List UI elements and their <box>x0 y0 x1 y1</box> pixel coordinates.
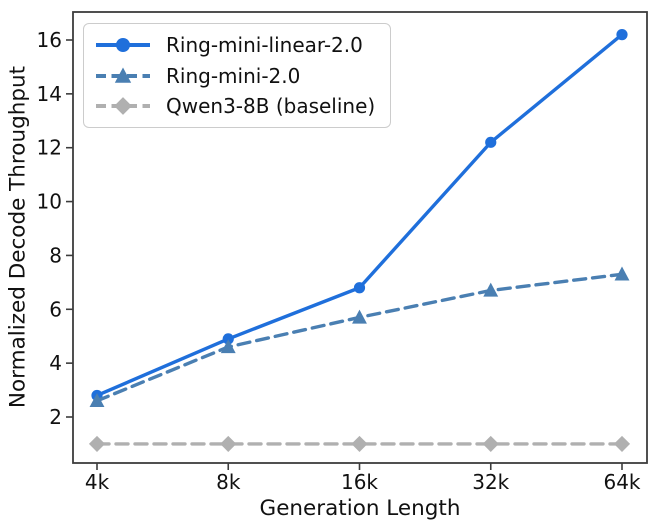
series-marker-ring-mini-2-0 <box>89 393 105 408</box>
y-axis-ticks: 2 4 6 8 10 12 14 16 <box>37 28 73 429</box>
series-marker-ring-mini-linear-2-0 <box>222 333 234 345</box>
x-tick-label: 64k <box>603 470 640 494</box>
legend-item-qwen3-8b-baseline: Qwen3-8B (baseline) <box>94 92 380 120</box>
legend-marker <box>114 67 132 83</box>
x-tick-label: 16k <box>341 470 378 494</box>
legend-item-ring-mini-2-0: Ring-mini-2.0 <box>94 62 380 90</box>
legend-marker <box>114 97 132 115</box>
series-marker-ring-mini-2-0 <box>483 282 499 297</box>
legend-sample-diamond-icon <box>96 97 150 115</box>
x-tick-label: 8k <box>216 470 241 494</box>
series-marker-qwen3-8b-baseline <box>482 435 499 452</box>
series-marker-ring-mini-2-0 <box>220 339 236 354</box>
chart-legend: Ring-mini-linear-2.0 Ring-mini-2.0 Qwen3-8… <box>83 23 391 128</box>
series-marker-qwen3-8b-baseline <box>220 435 237 452</box>
series-marker-ring-mini-linear-2-0 <box>353 282 366 294</box>
y-tick-label: 10 <box>37 190 62 214</box>
series-qwen3-8b-baseline <box>88 435 631 452</box>
x-tick-label: 32k <box>472 470 509 494</box>
legend-label: Ring-mini-linear-2.0 <box>166 33 363 57</box>
series-marker-qwen3-8b-baseline <box>351 435 368 452</box>
y-tick-label: 6 <box>49 297 62 321</box>
y-tick-label: 16 <box>37 28 62 52</box>
series-marker-ring-mini-2-0 <box>614 266 630 281</box>
series-marker-qwen3-8b-baseline <box>88 435 106 452</box>
x-axis-label: Generation Length <box>259 496 461 521</box>
y-tick-label: 8 <box>49 243 62 267</box>
series-marker-ring-mini-linear-2-0 <box>485 136 497 148</box>
y-tick-label: 2 <box>49 405 62 429</box>
y-tick-label: 12 <box>37 136 62 160</box>
series-marker-ring-mini-linear-2-0 <box>616 29 628 41</box>
y-axis-label: Normalized Decode Throughput <box>5 65 31 409</box>
x-tick-label: 4k <box>85 470 110 494</box>
legend-item-ring-mini-linear-2-0: Ring-mini-linear-2.0 <box>94 31 380 59</box>
series-marker-qwen3-8b-baseline <box>613 435 631 452</box>
legend-marker <box>116 38 130 52</box>
y-tick-label: 4 <box>49 351 62 375</box>
series-marker-ring-mini-2-0 <box>352 309 367 324</box>
legend-sample-triangle-icon <box>96 67 150 83</box>
series-ring-mini-2-0 <box>89 266 630 408</box>
x-axis-ticks: 4k 8k 16k 32k 64k <box>85 463 641 494</box>
legend-sample-circle-icon <box>96 38 150 52</box>
legend-label: Qwen3-8B (baseline) <box>166 94 376 118</box>
y-tick-label: 14 <box>37 82 62 106</box>
legend-label: Ring-mini-2.0 <box>166 63 301 88</box>
